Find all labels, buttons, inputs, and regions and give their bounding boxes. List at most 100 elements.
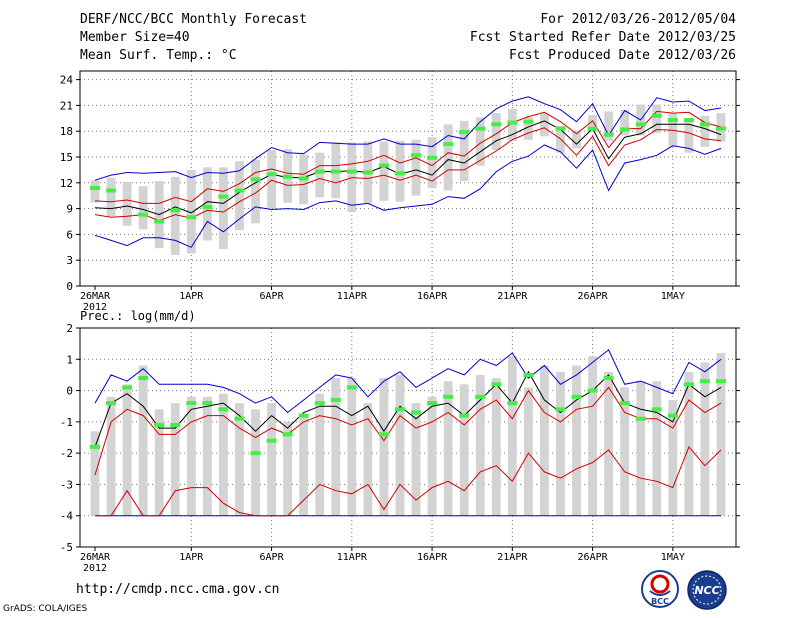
variable-label: Mean Surf. Temp.: °C — [80, 48, 237, 63]
temp-obs-marker — [298, 176, 309, 181]
temp-ytick-label: 0 — [66, 280, 73, 293]
temp-ytick-label: 6 — [66, 228, 73, 241]
temp-lower-line — [94, 127, 722, 222]
precip-ensemble-box — [572, 365, 581, 516]
precip-ensemble-box — [716, 353, 726, 516]
precip-ensemble-box — [347, 378, 357, 516]
temp-obs-marker — [603, 132, 614, 137]
temp-obs-marker — [170, 208, 181, 213]
precip-obs-marker — [427, 401, 438, 406]
temp-ensemble-box — [138, 186, 148, 230]
precip-max-line — [94, 349, 722, 414]
temp-ytick-label: 24 — [60, 74, 74, 87]
temp-obs-marker — [555, 126, 566, 131]
temp-ensemble-box — [491, 113, 501, 151]
precip-obs-marker — [523, 372, 534, 377]
precip-ensemble-box — [267, 403, 276, 516]
temp-ytick-label: 3 — [66, 254, 73, 267]
temp-obs-marker — [218, 194, 229, 199]
precip-ensemble-box — [411, 403, 421, 516]
temp-frame — [79, 70, 737, 287]
temp-ensemble-box — [523, 117, 533, 140]
precip-ytick-label: -2 — [60, 447, 73, 460]
precip-xtick-year: 2012 — [83, 563, 107, 574]
temp-obs-marker — [427, 155, 438, 160]
forecast-produced-date: Fcst Produced Date 2012/03/26 — [509, 48, 736, 63]
temp-obs-marker — [475, 126, 486, 131]
temp-obs-marker — [394, 171, 405, 176]
precip-obs-marker — [266, 438, 277, 443]
precip-ensemble-box — [491, 378, 501, 516]
precip-obs-marker — [667, 413, 678, 418]
temp-ensemble-box — [604, 111, 614, 141]
member-size-label: Member Size=40 — [80, 30, 190, 45]
precip-upper-line — [94, 386, 722, 476]
precip-ensemble-box — [331, 378, 341, 516]
precip-ensemble-box — [427, 396, 437, 516]
temp-ensemble-box — [475, 117, 485, 166]
precip-obs-marker — [555, 407, 566, 412]
precip-ensemble-box — [475, 374, 485, 516]
temp-ensemble-box — [540, 113, 549, 137]
precip-ensemble-box — [218, 393, 228, 516]
precip-ytick-label: -1 — [60, 416, 73, 429]
temp-ytick-label: 12 — [60, 177, 73, 190]
precip-ensemble-box — [395, 374, 405, 516]
temp-ensemble-box — [700, 115, 710, 147]
temp-obs-marker — [186, 215, 197, 220]
precip-ensemble-box — [186, 396, 196, 516]
precip-ensemble-box — [636, 381, 646, 516]
precip-ytick-label: 2 — [66, 322, 73, 335]
precip-ensemble-box — [235, 403, 244, 516]
bcc-logo-icon: BCC — [641, 570, 679, 608]
temp-obs-marker — [282, 174, 293, 179]
precip-xtick-label: 16APR — [417, 552, 448, 563]
temp-ensemble-box — [251, 159, 260, 224]
temp-upper-line — [94, 110, 722, 204]
figure-title: DERF/NCC/BCC Monthly Forecast — [80, 12, 307, 27]
temp-ensemble-box — [395, 140, 405, 202]
precip-ensemble-box — [540, 365, 549, 516]
temp-ensemble-box — [620, 109, 630, 136]
precip-frame — [79, 327, 737, 548]
precip-ytick-label: 1 — [66, 353, 73, 366]
temp-ensemble-box — [652, 104, 662, 133]
temp-ensemble-box — [218, 167, 228, 250]
precip-obs-marker — [475, 394, 486, 399]
precip-xtick-label: 11APR — [337, 552, 368, 563]
temp-min-line — [94, 144, 722, 248]
temp-ensemble-box — [315, 152, 325, 198]
temp-ensemble-box — [411, 139, 421, 196]
temp-ensemble-box — [572, 130, 581, 149]
temp-obs-marker — [587, 126, 598, 131]
temp-obs-marker — [346, 169, 357, 174]
temp-obs-marker — [459, 130, 470, 135]
temp-obs-marker — [138, 212, 149, 217]
precip-ensemble-box — [523, 387, 533, 516]
precip-obs-marker — [443, 394, 454, 399]
temp-xtick-label: 1MAY — [661, 291, 685, 302]
precip-obs-marker — [378, 432, 389, 437]
precip-ensemble-box — [283, 421, 293, 516]
source-url: http://cmdp.ncc.cma.gov.cn — [76, 582, 280, 597]
precip-obs-marker — [90, 444, 100, 449]
temp-obs-marker — [330, 169, 341, 174]
temp-xtick-label: 11APR — [337, 291, 368, 302]
temp-ytick-label: 21 — [60, 99, 73, 112]
precip-obs-marker — [250, 451, 261, 456]
temp-obs-marker — [378, 163, 389, 168]
precip-obs-marker — [635, 416, 646, 421]
temp-obs-marker — [491, 122, 502, 127]
precip-mean-line — [94, 370, 722, 448]
precip-ensemble-box — [700, 362, 710, 516]
precip-obs-marker — [571, 394, 582, 399]
precip-obs-marker — [170, 422, 181, 427]
precip-xtick-label: 6APR — [260, 552, 285, 563]
temp-obs-marker — [651, 113, 662, 118]
temp-ensemble-box — [267, 150, 276, 209]
temp-xtick-label: 1APR — [179, 291, 204, 302]
temp-obs-marker — [250, 177, 261, 182]
